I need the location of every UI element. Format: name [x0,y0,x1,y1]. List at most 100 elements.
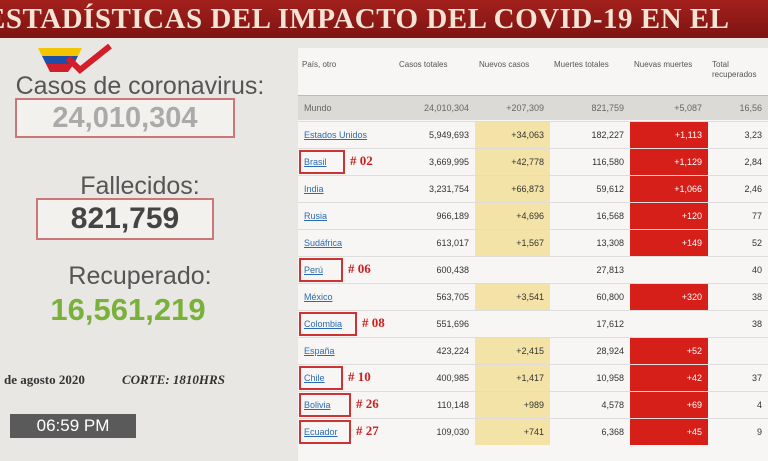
cell: 40 [751,265,762,275]
rank-note: # 08 [362,315,385,330]
cell: 6,368 [601,427,624,437]
cell: +149 [630,230,708,256]
cell: 551,696 [436,319,469,329]
rank-note: # 06 [348,261,371,276]
cell: 52 [751,238,762,248]
cell: +1,066 [630,176,708,202]
country-link: Colombia [304,319,343,329]
cell: 110,148 [437,400,469,410]
highlight-box [299,393,351,417]
cell: 28,924 [596,346,624,356]
cell: 13,308 [596,238,624,248]
country-link: Estados Unidos [304,130,368,140]
cell: 37 [751,373,762,383]
cell: 77 [751,211,762,221]
table: País, otro Casos totales Nuevos casos Muert… [298,48,768,461]
row-rule [298,121,768,122]
clock: 06:59 PM [10,414,136,438]
country-link: Rusia [304,211,328,221]
cell: +741 [475,419,550,445]
cell: 27,813 [596,265,624,275]
country-link: México [304,292,333,302]
country-link: España [304,346,335,356]
cell: +4,696 [475,203,550,229]
country-link: Chile [304,373,325,383]
cell: 3,23 [744,130,762,140]
title: ESTADÍSTICAS DEL IMPACTO DEL COVID-19 EN… [0,3,730,35]
cell: +69 [630,392,708,418]
cell: 182,227 [591,130,624,140]
cell: +989 [475,392,550,418]
cell: 109,030 [436,427,469,437]
country-link: Sudáfrica [304,238,343,248]
row-rule [298,148,768,149]
cell: 5,949,693 [428,130,469,140]
row-rule [298,391,768,392]
row-rule [298,202,768,203]
world-cell: 24,010,304 [423,103,469,113]
deaths-label: Fallecidos: [80,172,200,200]
cell: +42,778 [475,149,550,175]
rank-note: # 10 [348,369,371,384]
row-rule [298,310,768,311]
world-row-bg [298,96,768,120]
cell: 3,669,995 [428,157,469,167]
cell: +3,541 [475,284,550,310]
cell: 400,985 [436,373,469,383]
recovered: 16,561,219 [50,292,206,327]
cell: +66,873 [475,176,550,202]
cell: 2,84 [744,157,762,167]
rank-note: # 26 [356,396,379,411]
column-header: Casos totales [399,60,448,69]
cell: 600,438 [436,265,469,275]
column-header: País, otro [302,60,337,69]
cell: +2,415 [475,338,550,364]
cell: 38 [751,292,762,302]
recovered-label: Recuperado: [68,262,212,290]
cell: 3,231,754 [428,184,469,194]
row-rule [298,229,768,230]
country-link: Ecuador [304,427,338,437]
row-rule [298,283,768,284]
cell: 423,224 [436,346,469,356]
cell: 16,568 [596,211,624,221]
column-header: Nuevas muertes [634,60,693,69]
logo [38,44,112,75]
world-cell: Mundo [304,103,332,113]
column-header: Muertes totales [554,60,609,69]
column-header: Total recuperados [712,60,757,79]
row-rule [298,418,768,419]
country-link: India [304,184,324,194]
row-rule [298,337,768,338]
date: de agosto 2020 [4,372,85,387]
row-rule [298,364,768,365]
cell: 4 [756,400,762,410]
country-link: Bolivia [304,400,331,410]
row-rule [298,256,768,257]
rank-note: # 02 [350,153,373,168]
cell: 613,017 [436,238,469,248]
highlight-box [299,366,343,390]
cases: 24,010,304 [15,98,235,138]
country-link: Brasil [304,157,327,167]
cell: 10,958 [596,373,624,383]
cell: +1,567 [475,230,550,256]
world-cell: +5,087 [674,103,702,113]
deaths: 821,759 [36,198,214,240]
highlight-box [299,312,357,336]
cell: 59,612 [596,184,624,194]
cell: +1,417 [475,365,550,391]
cell: 60,800 [596,292,624,302]
cell: 563,705 [436,292,469,302]
cell: +52 [630,338,708,364]
cell: 9 [756,427,762,437]
cutoff: CORTE: 1810HRS [122,372,225,387]
cell: 17,612 [596,319,624,329]
cell: 966,189 [436,211,469,221]
cell: 38 [751,319,762,329]
cell: +42 [630,365,708,391]
cell: +320 [630,284,708,310]
cell: 4,578 [601,400,624,410]
rank-note: # 27 [356,423,379,438]
